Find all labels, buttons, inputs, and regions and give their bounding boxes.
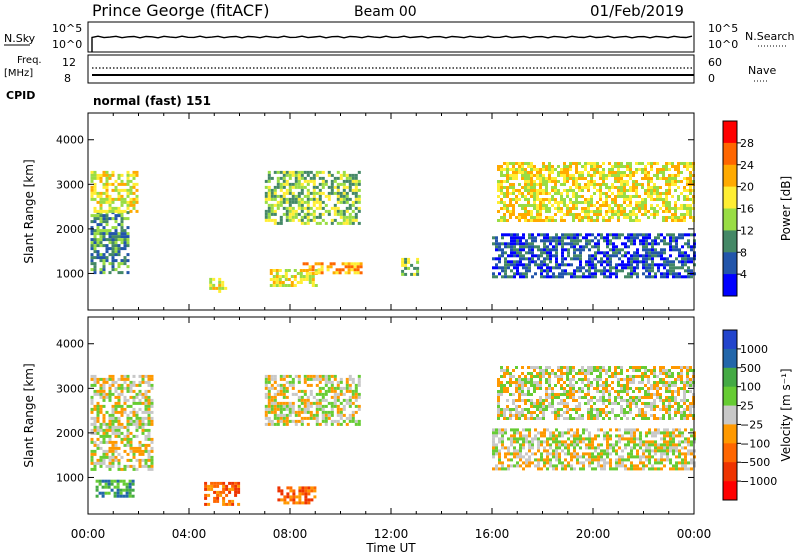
power-y-axis-label: Slant Range [km] — [22, 159, 36, 263]
nsky-panel — [87, 21, 695, 53]
freq-top: 12 — [62, 56, 76, 69]
x-axis: 00:00 04:00 08:00 12:00 16:00 20:00 00:00 — [71, 527, 712, 541]
velocity-y-tick-label: 4000 — [56, 338, 84, 351]
velocity-y-tick-label: 3000 — [56, 382, 84, 395]
power-echo-region — [302, 262, 363, 275]
freq-unit: [MHz] — [4, 68, 33, 79]
cpid-label: CPID — [6, 89, 35, 102]
velocity-colorbar-tick: −25 — [740, 418, 763, 431]
velocity-colorbar-label: Velocity [m s⁻¹] — [779, 368, 793, 461]
velocity-y-tick-label: 2000 — [56, 427, 84, 440]
power-echo-region — [90, 211, 130, 275]
velocity-colorbar-tick: −100 — [740, 437, 770, 450]
power-echo-region — [492, 233, 696, 279]
power-frame — [87, 112, 695, 311]
velocity-echo-region — [497, 366, 695, 420]
power-y-tick-label: 1000 — [56, 267, 84, 280]
nsky-label: N.Sky — [4, 32, 36, 45]
nsky-ymin: 10^0 — [52, 38, 82, 51]
power-colorbar-tick: 8 — [740, 246, 747, 259]
nave-top: 60 — [708, 56, 722, 69]
velocity-y-tick-label: 1000 — [56, 471, 84, 484]
velocity-y-axis-label: Slant Range [km] — [22, 363, 36, 467]
x-tick-label: 16:00 — [475, 527, 510, 541]
x-tick-label: 00:00 — [71, 527, 106, 541]
freq-label: Freq. — [17, 55, 42, 66]
nsearch-max: 10^5 — [708, 22, 738, 35]
velocity-colorbar-tick: −1000 — [740, 475, 777, 488]
power-echo-region — [264, 170, 361, 225]
velocity-echo-region — [492, 428, 696, 471]
nsky-ymax: 10^5 — [52, 22, 82, 35]
velocity-colorbar-tick: −500 — [740, 456, 770, 469]
power-colorbar-tick: 28 — [740, 137, 754, 150]
date-label: 01/Feb/2019 — [590, 2, 684, 20]
power-panel: 1000 2000 3000 4000 Slant Range [km] — [22, 112, 696, 311]
power-echo-region — [209, 277, 228, 293]
power-echo-region — [90, 170, 139, 213]
freq-panel — [87, 54, 695, 84]
power-y-tick-label: 3000 — [56, 178, 84, 191]
power-colorbar: 28 24 20 16 12 8 4 Power [dB] — [722, 120, 793, 297]
power-colorbar-tick: 4 — [740, 268, 747, 281]
velocity-colorbar-tick: 25 — [740, 400, 754, 413]
nsky-series — [91, 35, 693, 52]
velocity-echo-region — [204, 481, 241, 506]
x-axis-label: Time UT — [365, 541, 416, 554]
power-y-tick-label: 4000 — [56, 134, 84, 147]
velocity-panel: 1000 2000 3000 4000 Slant Range [km] — [22, 316, 696, 515]
power-echo-region — [401, 257, 420, 276]
freq-bottom: 8 — [64, 72, 71, 85]
x-tick-label: 00:00 — [677, 527, 712, 541]
x-tick-label: 12:00 — [374, 527, 409, 541]
power-colorbar-tick: 12 — [740, 224, 754, 237]
velocity-colorbar: 1000 500 100 25 −25 −100 −500 −1000 Velocity [m … — [722, 329, 793, 501]
nsearch-min: 10^0 — [708, 38, 738, 51]
velocity-frame — [87, 316, 695, 515]
nsearch-label: N.Search — [745, 30, 795, 43]
velocity-colorbar-tick: 500 — [740, 362, 761, 375]
velocity-echo-region — [95, 479, 135, 498]
power-y-tick-label: 2000 — [56, 223, 84, 236]
station-title: Prince George (fitACF) — [92, 1, 270, 20]
nave-bottom: 0 — [708, 72, 715, 85]
velocity-colorbar-tick: 100 — [740, 381, 761, 394]
power-colorbar-tick: 16 — [740, 203, 754, 216]
power-colorbar-tick: 24 — [740, 159, 754, 172]
power-echo-region — [497, 162, 695, 222]
nave-label: Nave — [748, 64, 776, 77]
x-tick-label: 08:00 — [273, 527, 308, 541]
velocity-colorbar-tick: 1000 — [740, 343, 768, 356]
beam-label: Beam 00 — [354, 4, 417, 20]
cpid-value: normal (fast) 151 — [93, 94, 211, 108]
power-colorbar-label: Power [dB] — [779, 176, 793, 241]
power-echo-region — [269, 269, 318, 287]
velocity-echo-region — [90, 374, 154, 471]
velocity-echo-region — [277, 486, 317, 505]
power-colorbar-tick: 20 — [740, 181, 754, 194]
x-tick-label: 20:00 — [576, 527, 611, 541]
velocity-echo-region — [264, 374, 361, 426]
x-tick-label: 04:00 — [172, 527, 207, 541]
